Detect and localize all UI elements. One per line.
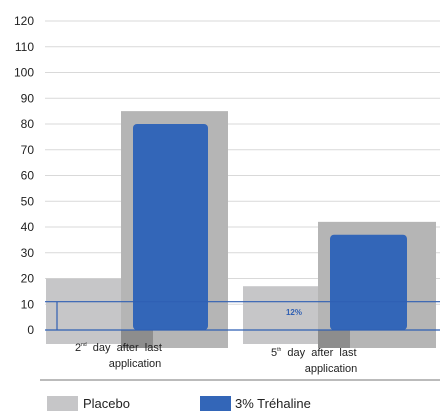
legend-label: 3% Tréhaline [235, 396, 311, 411]
y-tick-label: 10 [21, 297, 35, 311]
legend-swatch [200, 396, 231, 411]
y-tick-label: 20 [21, 272, 35, 286]
y-tick-label: 110 [15, 40, 34, 54]
annotations: 12% [45, 301, 440, 331]
y-tick-label: 70 [21, 143, 35, 157]
x-category-label-line2: application [305, 363, 358, 375]
legend-label: Placebo [83, 396, 130, 411]
x-category-label: 2nd day after last [75, 342, 162, 354]
y-tick-label: 50 [21, 194, 35, 208]
trehaline-bar [133, 124, 208, 330]
x-category-label-line2: application [109, 358, 162, 370]
y-tick-label: 60 [21, 169, 35, 183]
placebo-bar-shadow [318, 330, 350, 348]
x-axis-labels: 2nd day after last application 5th day aft… [75, 342, 357, 375]
y-tick-label: 90 [21, 91, 35, 105]
legend: Placebo 3% Tréhaline [47, 396, 311, 411]
y-tick-label: 30 [21, 246, 35, 260]
bars [46, 111, 436, 348]
y-tick-label: 100 [14, 66, 34, 80]
y-tick-label: 120 [14, 14, 34, 28]
placebo-bar [46, 278, 121, 344]
y-axis: 0 10 20 30 40 50 60 70 80 90 100 110 120 [14, 14, 34, 337]
y-tick-label: 0 [27, 323, 34, 337]
data-label: 12% [286, 308, 302, 317]
legend-swatch [47, 396, 78, 411]
x-category-label: 5th day after last [271, 347, 357, 359]
placebo-bar-shadow [121, 330, 153, 348]
placebo-bar [243, 286, 318, 344]
y-tick-label: 80 [21, 117, 35, 131]
trehaline-bar [330, 234, 407, 330]
y-tick-label: 40 [21, 220, 35, 234]
